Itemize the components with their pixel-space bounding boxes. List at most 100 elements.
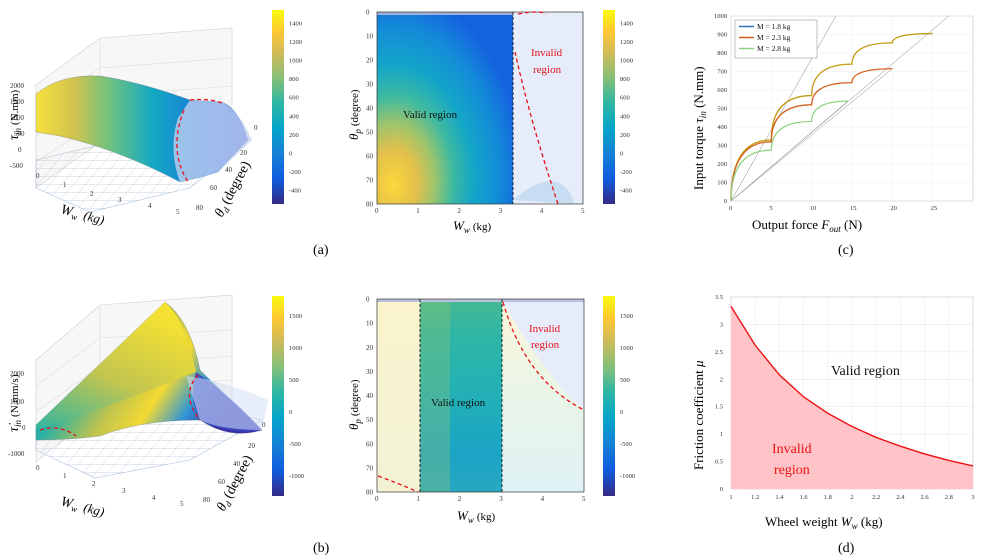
panel-b-dlabel-sub: d: [223, 499, 234, 508]
panel-d-y-tick: 0.5: [715, 459, 723, 466]
panel-a-z-tick: 0: [18, 146, 22, 154]
panel-d-boundary-line: [730, 305, 974, 467]
panel-d-xlabel-var: W: [841, 514, 853, 529]
panel-b-colorbar-tick: 0: [289, 409, 292, 416]
panel-b-xlabel-sub: w: [70, 503, 78, 514]
panel-b-invalid-label-2: region: [531, 339, 560, 351]
panel-b2-x-tick: 5: [582, 495, 586, 503]
panel-a-d-tick: 80: [196, 204, 204, 212]
panel-d-invalid-label-1: Invalid: [772, 442, 812, 457]
svg-text:Ww(kg): Ww (kg): [453, 218, 492, 235]
panel-b2-x-tick: 3: [499, 495, 503, 503]
svg-text:τ̇in(N.mm/s): τ̇in (N.mm/s): [7, 374, 23, 432]
panel-d-y-tick: 1: [720, 431, 723, 438]
panel-c-y-tick: 200: [717, 161, 727, 168]
panel-a2-colorbar-tick: 0: [620, 151, 623, 158]
panel-b-colorbar: [272, 296, 284, 496]
panel-a-colorbar-tick: -400: [289, 188, 301, 195]
panel-c-y-tick: 800: [717, 50, 727, 57]
panel-a-colorbar-tick: 0: [289, 151, 292, 158]
panel-d-x-tick: 1.6: [800, 494, 809, 501]
panel-b2-colorbar-tick: -1000: [620, 473, 635, 480]
panel-a-colorbar-tick: 1200: [289, 39, 302, 46]
panel-b2-colorbar-tick: 1500: [620, 313, 633, 320]
panel-a-z-tick: 1500: [10, 98, 25, 106]
panel-d-x-tick: 2.4: [896, 494, 905, 501]
panel-label-c: (c): [838, 243, 854, 258]
panel-c-y-tick: 700: [717, 69, 727, 76]
panel-c-y-tick: 300: [717, 143, 727, 150]
panel-label-a: (a): [313, 243, 329, 258]
panel-b2-y-tick: 40: [366, 392, 374, 400]
svg-text:Wheel weight Ww (kg): Wheel weight Ww (kg): [765, 514, 883, 531]
panel-c-x-tick: 10: [810, 205, 817, 212]
panel-b-x-tick: 5: [180, 500, 184, 508]
svg-text:Ww(kg): Ww (kg): [59, 493, 107, 521]
panel-b-d-tick: 80: [203, 496, 211, 504]
panel-d-x-tick: 1.2: [751, 494, 759, 501]
panel-b-invalid-label-1: Invalid: [529, 323, 561, 335]
panel-a-z-tick: 500: [14, 130, 25, 138]
panel-a-invalid-label-2: region: [533, 64, 562, 76]
panel-a2-y-tick: 40: [366, 105, 374, 113]
panel-b-dunit: (degree): [221, 453, 256, 502]
panel-a2-y-tick: 60: [366, 153, 374, 161]
panel-b-valid-label: Valid region: [431, 397, 486, 409]
panel-d-xlabel: Wheel weight: [765, 514, 841, 529]
panel-b-colorbar-tick: 1500: [289, 313, 302, 320]
panel-a2-xunit: (kg): [473, 221, 492, 233]
panel-a-x-tick: 2: [90, 190, 94, 198]
panel-c-y-tick: 100: [717, 180, 727, 187]
svg-text:θp(degree): θp (degree): [346, 379, 363, 430]
panel-d-y-tick: 2.5: [715, 349, 723, 356]
panel-a2-xlabel-sub: w: [464, 225, 470, 235]
panel-a2-ylabel-sub: p: [353, 129, 363, 135]
panel-b2-yunit: (degree): [349, 379, 361, 416]
panel-a2-y-tick: 50: [366, 129, 374, 137]
panel-d-y-tick: 1.5: [715, 404, 723, 411]
panel-b-heatmap: 0 1 2 3 4 5 0 10 20 30 40 50 60 70 80 Valid region In…: [346, 296, 635, 526]
panel-b2-y-tick: 20: [366, 344, 374, 352]
panel-b2-colorbar-tick: 0: [620, 409, 623, 416]
panel-c-reference-line: [730, 100, 849, 202]
panel-b-x-tick: 2: [92, 480, 96, 488]
panel-a2-y-tick: 20: [366, 57, 374, 65]
panel-a-xlabel: W: [59, 202, 75, 220]
panel-b-x-tick: 4: [152, 494, 156, 502]
panel-d-y-tick: 3.5: [715, 294, 723, 301]
panel-a2-colorbar-tick: 400: [620, 113, 630, 120]
panel-b2-ylabel-sub: p: [353, 419, 363, 425]
panel-a-x-tick: 0: [36, 172, 40, 180]
panel-d-ylabel: Friction coefficient: [691, 367, 706, 470]
panel-b2-x-tick: 0: [375, 495, 379, 503]
panel-b-d-tick: 60: [218, 478, 226, 486]
panel-b2-x-tick: 2: [458, 495, 462, 503]
panel-b-yunit: (N.mm/s): [9, 374, 21, 417]
panel-a2-colorbar-tick: 1400: [620, 20, 633, 27]
panel-d-valid-label: Valid region: [831, 364, 900, 379]
panel-b-d-tick: 20: [248, 442, 256, 450]
panel-d-y-tick: 0: [720, 486, 723, 493]
panel-b-colorbar-tick: 500: [289, 377, 299, 384]
panel-a2-colorbar: [603, 10, 615, 204]
panel-b-ylabel: τ̇: [7, 423, 22, 432]
panel-d-y-tick: 2: [720, 376, 723, 383]
svg-text:θp(degree): θp (degree): [346, 89, 363, 140]
panel-a-z-tick: 2000: [10, 82, 25, 90]
panel-a-z-tick: 1000: [10, 114, 25, 122]
panel-d-x-tick: 1.8: [824, 494, 832, 501]
panel-a-colorbar: [272, 10, 284, 204]
panel-a2-colorbar-tick: 1000: [620, 58, 633, 65]
panel-a2-y-tick: 0: [366, 9, 370, 17]
panel-a-heatmap: 0 1 2 3 4 5 0 10 20 30 40 50 60 70 80 Valid region In…: [346, 9, 633, 236]
panel-c-y-tick: 1000: [714, 13, 727, 20]
svg-text:Input torque τin (N.mm): Input torque τin (N.mm): [691, 66, 708, 190]
panel-a-ylabel-sub: in: [13, 127, 23, 135]
svg-text:τin(N.mm): τin (N.mm): [7, 89, 23, 140]
panel-d-ylabel-var: μ: [691, 360, 706, 368]
panel-c-reference-line: [730, 15, 837, 202]
panel-a2-x-tick: 0: [375, 207, 379, 215]
panel-c-legend-label: M = 2.3 kg: [757, 33, 791, 42]
panel-b2-y-tick: 10: [366, 320, 374, 328]
